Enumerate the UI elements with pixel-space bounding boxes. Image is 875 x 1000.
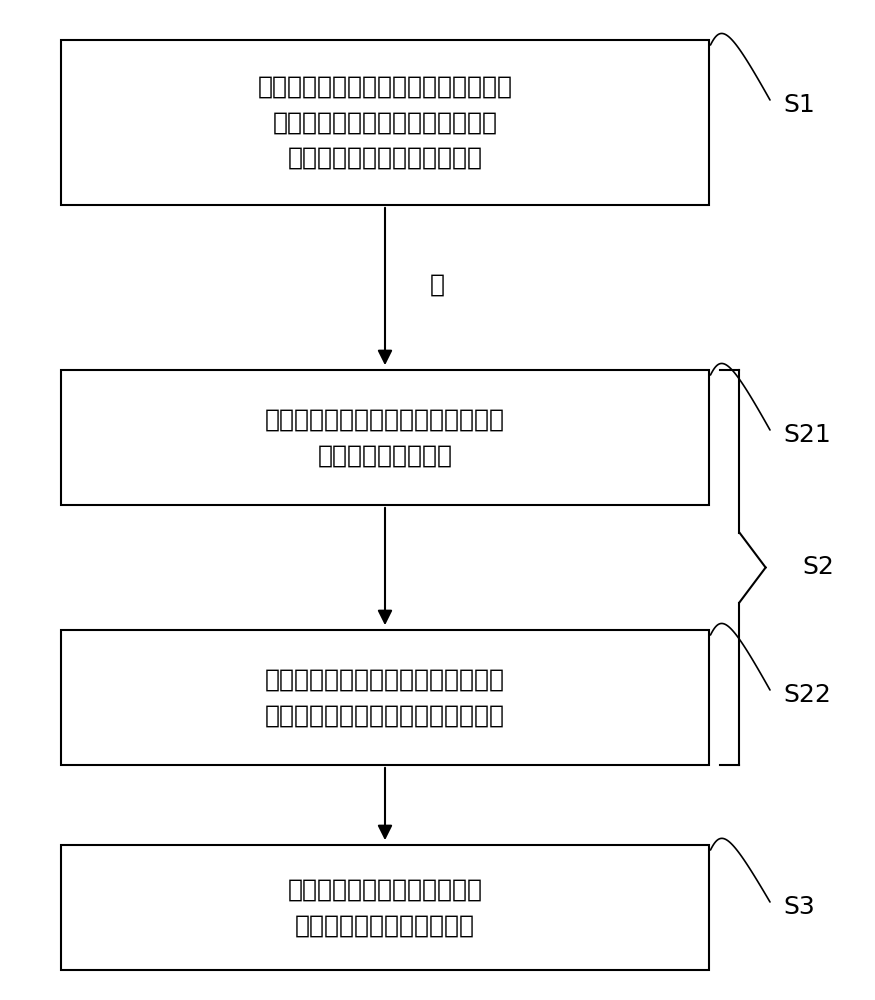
Text: S22: S22 bbox=[783, 683, 831, 707]
FancyBboxPatch shape bbox=[61, 630, 709, 765]
Text: 计算所述广域眼底图像中每个像素对
判断结果的影响程度: 计算所述广域眼底图像中每个像素对 判断结果的影响程度 bbox=[265, 408, 505, 467]
Text: 根据定位到的格子样变性位置
或裂孔位置生成病变定位图: 根据定位到的格子样变性位置 或裂孔位置生成病变定位图 bbox=[288, 878, 482, 937]
Text: S3: S3 bbox=[783, 895, 815, 919]
Text: S21: S21 bbox=[783, 423, 831, 447]
Text: 选取对判断结果影响程度最大的像素
区域作为格子样变性位置或裂孔位置: 选取对判断结果影响程度最大的像素 区域作为格子样变性位置或裂孔位置 bbox=[265, 668, 505, 727]
FancyBboxPatch shape bbox=[61, 845, 709, 970]
Text: 将广域眼底图像输入卷积神经网络中，
判断所述广域眼底图像中是否存在
周边视网膜格子样变性或裂孔: 将广域眼底图像输入卷积神经网络中， 判断所述广域眼底图像中是否存在 周边视网膜格… bbox=[257, 75, 513, 170]
Text: S2: S2 bbox=[802, 556, 834, 580]
Text: S1: S1 bbox=[783, 93, 815, 117]
Text: 是: 是 bbox=[430, 273, 445, 297]
FancyBboxPatch shape bbox=[61, 40, 709, 205]
FancyBboxPatch shape bbox=[61, 370, 709, 505]
